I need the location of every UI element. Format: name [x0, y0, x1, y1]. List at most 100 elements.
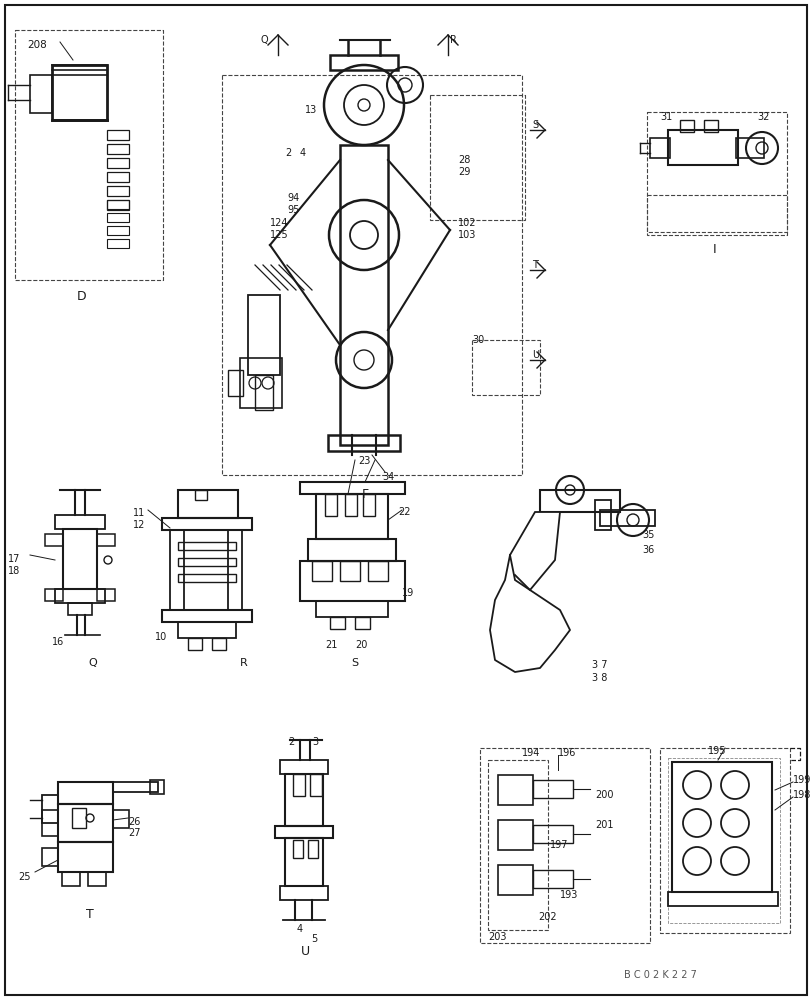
Text: 197: 197: [549, 840, 568, 850]
Polygon shape: [509, 512, 560, 590]
Text: 201: 201: [594, 820, 613, 830]
Bar: [285, 774, 323, 826]
Text: 199: 199: [792, 775, 810, 785]
Bar: [88, 872, 106, 886]
Bar: [354, 617, 370, 629]
Bar: [178, 574, 236, 582]
Text: S: S: [351, 658, 358, 668]
Text: 36: 36: [642, 545, 654, 555]
Bar: [735, 138, 763, 158]
Text: 200: 200: [594, 790, 613, 800]
Bar: [667, 892, 777, 906]
Bar: [539, 490, 620, 512]
Bar: [599, 510, 654, 526]
Text: 193: 193: [560, 890, 577, 900]
Bar: [107, 239, 129, 248]
Bar: [97, 589, 115, 601]
Bar: [649, 138, 669, 158]
Text: 3 7: 3 7: [591, 660, 607, 670]
Text: 102: 102: [457, 218, 476, 228]
Text: 28: 28: [457, 155, 470, 165]
Bar: [280, 760, 328, 774]
Bar: [178, 490, 238, 518]
Text: 20: 20: [354, 640, 367, 650]
Text: T: T: [531, 260, 537, 270]
Bar: [703, 120, 717, 132]
Bar: [58, 804, 113, 842]
Bar: [345, 494, 357, 516]
Bar: [324, 494, 337, 516]
Bar: [107, 144, 129, 154]
Text: R: R: [449, 35, 457, 45]
Bar: [42, 810, 58, 836]
Bar: [178, 542, 236, 550]
Text: Q: Q: [260, 35, 268, 45]
Bar: [72, 808, 86, 828]
Text: 3 8: 3 8: [591, 673, 607, 683]
Bar: [532, 825, 573, 843]
Text: 31: 31: [659, 112, 672, 122]
Bar: [659, 748, 789, 933]
Text: 5: 5: [311, 934, 317, 944]
Text: 4: 4: [297, 924, 303, 934]
Bar: [315, 601, 388, 617]
Bar: [299, 482, 405, 494]
Text: 22: 22: [397, 507, 410, 517]
Bar: [646, 112, 786, 232]
Text: 13: 13: [305, 105, 317, 115]
Bar: [30, 75, 52, 113]
Bar: [107, 158, 129, 168]
Text: 195: 195: [707, 746, 726, 756]
Text: 202: 202: [538, 912, 556, 922]
Bar: [280, 886, 328, 900]
Text: D: D: [77, 290, 87, 303]
Bar: [340, 561, 359, 581]
Text: I: I: [712, 243, 716, 256]
Text: 3: 3: [311, 737, 318, 747]
Text: 29: 29: [457, 167, 470, 177]
Bar: [221, 75, 521, 475]
Bar: [329, 617, 345, 629]
Bar: [107, 172, 129, 182]
Bar: [52, 65, 107, 120]
Bar: [293, 840, 303, 858]
Bar: [107, 200, 129, 210]
Bar: [340, 145, 388, 445]
Text: T: T: [86, 908, 94, 921]
Text: 19: 19: [401, 588, 414, 598]
Bar: [228, 530, 242, 610]
Bar: [367, 561, 388, 581]
Text: 124: 124: [270, 218, 288, 228]
Text: 103: 103: [457, 230, 476, 240]
Text: 196: 196: [557, 748, 576, 758]
Text: 125: 125: [270, 230, 288, 240]
Bar: [178, 622, 236, 638]
Text: 35: 35: [642, 530, 654, 540]
Text: 23: 23: [358, 456, 370, 466]
Text: 34: 34: [381, 472, 394, 482]
Text: 4: 4: [299, 148, 306, 158]
Text: 21: 21: [324, 640, 337, 650]
Bar: [107, 200, 129, 209]
Bar: [42, 795, 58, 823]
Bar: [497, 775, 532, 805]
Text: 16: 16: [52, 637, 64, 647]
Bar: [310, 774, 322, 796]
Bar: [479, 748, 649, 943]
Bar: [162, 610, 251, 622]
Text: U: U: [531, 350, 539, 360]
Text: 12: 12: [133, 520, 145, 530]
Bar: [58, 842, 113, 872]
Text: Q: Q: [88, 658, 97, 668]
Text: 26: 26: [128, 817, 140, 827]
Bar: [532, 780, 573, 798]
Bar: [62, 872, 80, 886]
Text: 32: 32: [756, 112, 769, 122]
Bar: [212, 638, 225, 650]
Text: 27: 27: [128, 828, 140, 838]
Text: 10: 10: [155, 632, 167, 642]
Bar: [247, 295, 280, 375]
Text: 18: 18: [8, 566, 20, 576]
Bar: [275, 826, 333, 838]
Text: 194: 194: [521, 748, 539, 758]
